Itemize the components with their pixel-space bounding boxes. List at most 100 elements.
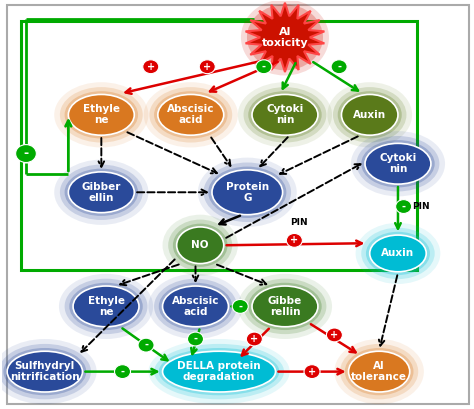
Circle shape — [16, 144, 36, 162]
Ellipse shape — [163, 215, 238, 276]
Ellipse shape — [54, 82, 148, 147]
Text: Abscisic
acid: Abscisic acid — [172, 296, 219, 317]
Ellipse shape — [68, 94, 134, 135]
Circle shape — [241, 0, 329, 76]
Ellipse shape — [64, 169, 138, 216]
Circle shape — [286, 234, 302, 247]
Ellipse shape — [356, 136, 439, 191]
Text: -: - — [144, 340, 148, 350]
Ellipse shape — [148, 274, 243, 339]
Circle shape — [304, 365, 320, 379]
Circle shape — [396, 200, 411, 213]
Text: PIN: PIN — [290, 218, 308, 227]
Ellipse shape — [252, 286, 318, 327]
Text: Ethyle
ne: Ethyle ne — [88, 296, 125, 317]
Ellipse shape — [158, 94, 224, 135]
Ellipse shape — [334, 339, 424, 404]
Ellipse shape — [54, 160, 148, 225]
Ellipse shape — [341, 94, 398, 135]
Ellipse shape — [177, 227, 224, 264]
Ellipse shape — [248, 91, 322, 139]
Text: -: - — [23, 147, 28, 160]
Text: +: + — [203, 62, 211, 72]
Ellipse shape — [64, 91, 138, 139]
Circle shape — [246, 332, 263, 346]
Text: -: - — [337, 62, 341, 72]
Text: PIN: PIN — [412, 202, 430, 211]
Ellipse shape — [0, 344, 91, 399]
Ellipse shape — [252, 94, 318, 135]
Ellipse shape — [163, 351, 275, 392]
Ellipse shape — [361, 140, 435, 187]
Text: +: + — [250, 334, 258, 344]
Ellipse shape — [73, 286, 139, 327]
Text: -: - — [120, 366, 125, 377]
Ellipse shape — [244, 87, 327, 143]
Ellipse shape — [60, 87, 143, 143]
Ellipse shape — [154, 344, 284, 399]
Text: -: - — [238, 301, 242, 311]
Circle shape — [331, 60, 347, 74]
Text: -: - — [262, 62, 266, 72]
Ellipse shape — [370, 235, 426, 272]
Ellipse shape — [365, 144, 431, 184]
FancyBboxPatch shape — [7, 5, 469, 404]
Text: -: - — [193, 334, 198, 344]
Text: Protein
G: Protein G — [226, 182, 269, 203]
Circle shape — [138, 338, 154, 352]
Ellipse shape — [0, 339, 97, 404]
Ellipse shape — [337, 91, 402, 139]
Ellipse shape — [159, 283, 232, 330]
Ellipse shape — [148, 339, 290, 404]
Ellipse shape — [173, 224, 228, 267]
Text: +: + — [290, 235, 299, 245]
Circle shape — [247, 4, 323, 70]
Text: +: + — [147, 62, 155, 72]
Ellipse shape — [340, 344, 418, 399]
Circle shape — [143, 60, 159, 74]
Ellipse shape — [60, 164, 143, 220]
Text: Abscisic
acid: Abscisic acid — [167, 104, 215, 125]
Ellipse shape — [333, 87, 406, 143]
Text: Gibbe
rellin: Gibbe rellin — [268, 296, 302, 317]
Ellipse shape — [144, 82, 238, 147]
Text: Auxin: Auxin — [382, 248, 415, 258]
Text: +: + — [330, 330, 338, 340]
Text: Cytoki
nin: Cytoki nin — [379, 153, 417, 174]
Ellipse shape — [348, 351, 410, 392]
Ellipse shape — [351, 131, 445, 196]
Ellipse shape — [159, 348, 279, 395]
Text: Gibber
ellin: Gibber ellin — [82, 182, 121, 203]
Ellipse shape — [154, 91, 228, 139]
Text: Sulfhydryl
nitrification: Sulfhydryl nitrification — [10, 361, 80, 382]
Circle shape — [199, 60, 215, 74]
Text: Al
toxicity: Al toxicity — [262, 27, 308, 48]
Ellipse shape — [3, 348, 86, 395]
Circle shape — [188, 332, 203, 346]
Ellipse shape — [163, 286, 228, 327]
Ellipse shape — [168, 220, 232, 271]
Text: Al
tolerance: Al tolerance — [351, 361, 407, 382]
Ellipse shape — [154, 279, 237, 334]
Text: Ethyle
ne: Ethyle ne — [83, 104, 120, 125]
Ellipse shape — [356, 223, 440, 284]
Text: -: - — [401, 202, 406, 211]
Ellipse shape — [328, 82, 412, 147]
Circle shape — [115, 365, 130, 379]
Circle shape — [232, 299, 248, 313]
Ellipse shape — [59, 274, 153, 339]
Ellipse shape — [212, 170, 283, 215]
Text: DELLA protein
degradation: DELLA protein degradation — [177, 361, 261, 382]
Ellipse shape — [244, 279, 327, 334]
Ellipse shape — [198, 157, 297, 227]
Ellipse shape — [68, 172, 134, 213]
Ellipse shape — [64, 279, 147, 334]
Ellipse shape — [203, 162, 291, 222]
Circle shape — [327, 328, 342, 342]
Ellipse shape — [238, 274, 332, 339]
Ellipse shape — [69, 283, 143, 330]
Polygon shape — [246, 3, 324, 72]
Circle shape — [256, 60, 272, 74]
Ellipse shape — [7, 351, 82, 392]
Text: Auxin: Auxin — [353, 110, 386, 120]
